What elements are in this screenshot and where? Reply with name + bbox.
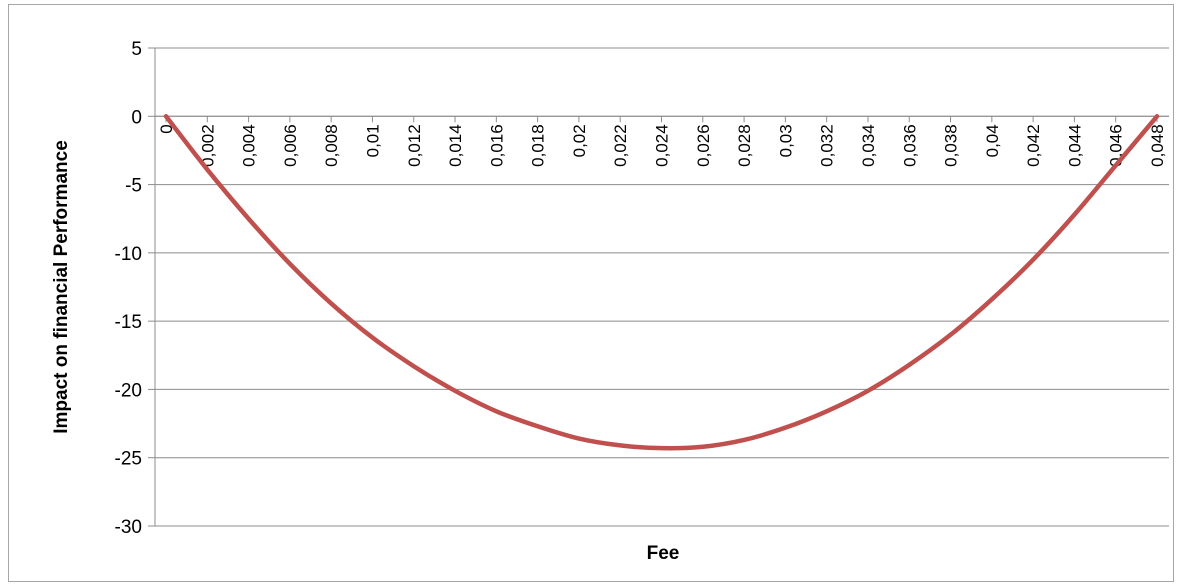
chart-frame: 5 0 -5 -10 -15 -20 -25 -30 0 0,002 0,004 0,006 0,00… [8, 4, 1174, 582]
x-tick-label: 0 [157, 124, 176, 133]
data-point [453, 389, 457, 393]
y-tick-label: -20 [115, 380, 142, 401]
x-tick-label: 0,032 [818, 124, 837, 167]
x-tick-label: 0,03 [776, 124, 795, 157]
data-point [1114, 163, 1118, 167]
y-tick-label: -10 [115, 244, 142, 265]
data-point [783, 426, 787, 430]
x-tick-label: 0,002 [198, 124, 217, 167]
data-point [1031, 258, 1035, 262]
series-layer [163, 114, 1160, 451]
data-point [577, 437, 581, 441]
data-point [205, 168, 209, 172]
y-tick-label: -25 [115, 449, 142, 470]
y-axis: 5 0 -5 -10 -15 -20 -25 -30 [115, 39, 156, 538]
data-point [288, 262, 292, 266]
x-tick-label: 0,008 [322, 124, 341, 167]
x-tick-label: 0,01 [363, 124, 382, 157]
data-point [494, 409, 498, 413]
data-point [825, 409, 829, 413]
x-tick-label: 0,04 [983, 124, 1002, 157]
y-tick-label: 5 [131, 39, 142, 60]
data-point [164, 114, 168, 118]
data-point [1072, 213, 1076, 217]
data-point [536, 424, 540, 428]
x-axis: 0 0,002 0,004 0,006 0,008 0,01 0,012 0,014 0,016… [155, 115, 1169, 167]
y-tick-label: 0 [131, 107, 142, 128]
data-point [329, 301, 333, 305]
data-point [1155, 114, 1159, 118]
x-tick-label: 0,044 [1065, 124, 1084, 167]
y-tick-label: -5 [125, 176, 142, 197]
x-tick-label: 0,042 [1024, 124, 1043, 167]
x-tick-label: 0,004 [240, 124, 259, 167]
x-tick-label: 0,024 [653, 124, 672, 167]
x-tick-label: 0,048 [1148, 124, 1167, 167]
y-tick-label: -15 [115, 312, 142, 333]
x-tick-label: 0,012 [405, 124, 424, 167]
y-axis-title: Impact on financial Performance [51, 140, 72, 434]
x-tick-label: 0,016 [487, 124, 506, 167]
x-axis-title: Fee [647, 543, 680, 564]
x-tick-label: 0,028 [735, 124, 754, 167]
data-point [618, 443, 622, 447]
data-point [412, 364, 416, 368]
data-point [701, 445, 705, 449]
data-point [742, 438, 746, 442]
data-point [370, 336, 374, 340]
x-tick-label: 0,026 [694, 124, 713, 167]
x-tick-label: 0,018 [529, 124, 548, 167]
data-point [247, 217, 251, 221]
x-tick-label: 0,046 [1107, 124, 1126, 167]
data-point [907, 363, 911, 367]
data-point [866, 389, 870, 393]
y-tick-label: -30 [115, 517, 142, 538]
data-point [949, 333, 953, 337]
x-tick-label: 0,034 [859, 124, 878, 167]
x-tick-label: 0,038 [942, 124, 961, 167]
x-tick-label: 0,006 [281, 124, 300, 167]
x-tick-label: 0,036 [900, 124, 919, 167]
x-tick-label: 0,02 [570, 124, 589, 157]
data-point [660, 446, 664, 450]
line-chart: 5 0 -5 -10 -15 -20 -25 -30 0 0,002 0,004 0,006 0,00… [51, 39, 1169, 564]
series-line [163, 114, 1160, 451]
x-tick-label: 0,022 [611, 124, 630, 167]
data-point [990, 297, 994, 301]
x-tick-label: 0,014 [446, 124, 465, 167]
